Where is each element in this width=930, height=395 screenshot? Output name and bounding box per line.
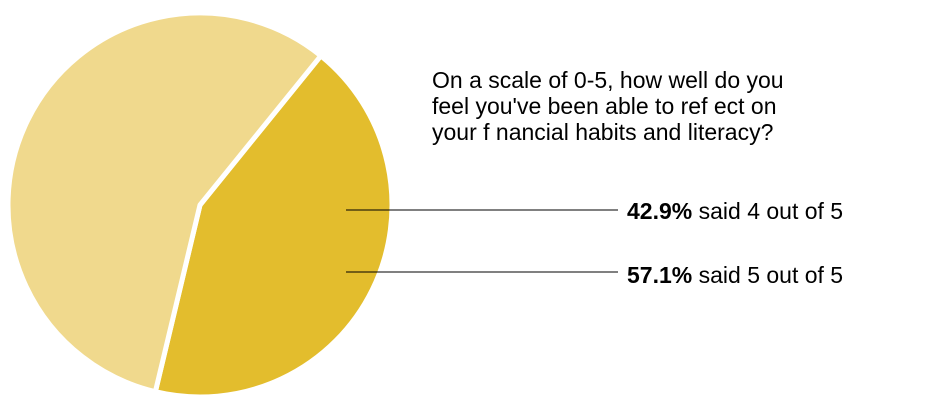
question-line-3: your f nancial habits and literacy? <box>432 119 774 145</box>
callout-leader-lines <box>346 209 618 273</box>
callout-text: said 5 out of 5 <box>698 262 844 288</box>
question-line-2: feel you've been able to ref ect on <box>432 93 777 119</box>
pie-slice-1 <box>152 53 395 395</box>
callout-percent: 42.9% <box>627 198 693 224</box>
pie-slice-2 <box>5 10 324 395</box>
question-line-1: On a scale of 0-5, how well do you <box>432 67 784 93</box>
chart-question: On a scale of 0-5, how well do you feel … <box>432 67 927 145</box>
callout-slice-4-of-5: 42.9% said 4 out of 5 <box>627 198 843 224</box>
callout-slice-5-of-5: 57.1% said 5 out of 5 <box>627 262 843 288</box>
pie-slices <box>5 10 395 395</box>
callout-text: said 4 out of 5 <box>698 198 844 224</box>
callout-percent: 57.1% <box>627 262 693 288</box>
